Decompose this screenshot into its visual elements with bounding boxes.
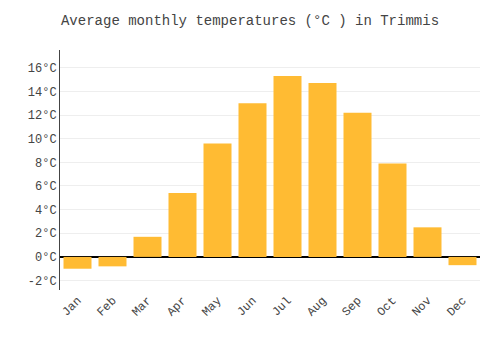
svg-text:14°C: 14°C [28, 86, 57, 100]
svg-text:Nov: Nov [409, 294, 434, 319]
svg-text:Sep: Sep [339, 294, 364, 319]
svg-text:4°C: 4°C [35, 204, 57, 218]
svg-text:8°C: 8°C [35, 157, 57, 171]
svg-text:Jun: Jun [234, 294, 259, 319]
svg-text:16°C: 16°C [28, 62, 57, 76]
svg-text:Feb: Feb [94, 294, 119, 319]
svg-text:0°C: 0°C [35, 251, 57, 265]
svg-text:-2°C: -2°C [28, 275, 57, 289]
svg-text:12°C: 12°C [28, 109, 57, 123]
svg-text:Oct: Oct [374, 294, 399, 319]
svg-text:10°C: 10°C [28, 133, 57, 147]
svg-text:Jul: Jul [269, 294, 294, 319]
svg-text:Average monthly temperatures (: Average monthly temperatures (°C ) in Tr… [61, 13, 439, 29]
svg-text:Mar: Mar [129, 294, 154, 319]
svg-text:Jan: Jan [59, 294, 84, 319]
svg-text:Dec: Dec [444, 294, 469, 319]
svg-text:2°C: 2°C [35, 227, 57, 241]
svg-text:May: May [199, 294, 224, 319]
svg-text:Aug: Aug [304, 294, 329, 319]
svg-text:Apr: Apr [164, 294, 189, 319]
svg-text:6°C: 6°C [35, 180, 57, 194]
